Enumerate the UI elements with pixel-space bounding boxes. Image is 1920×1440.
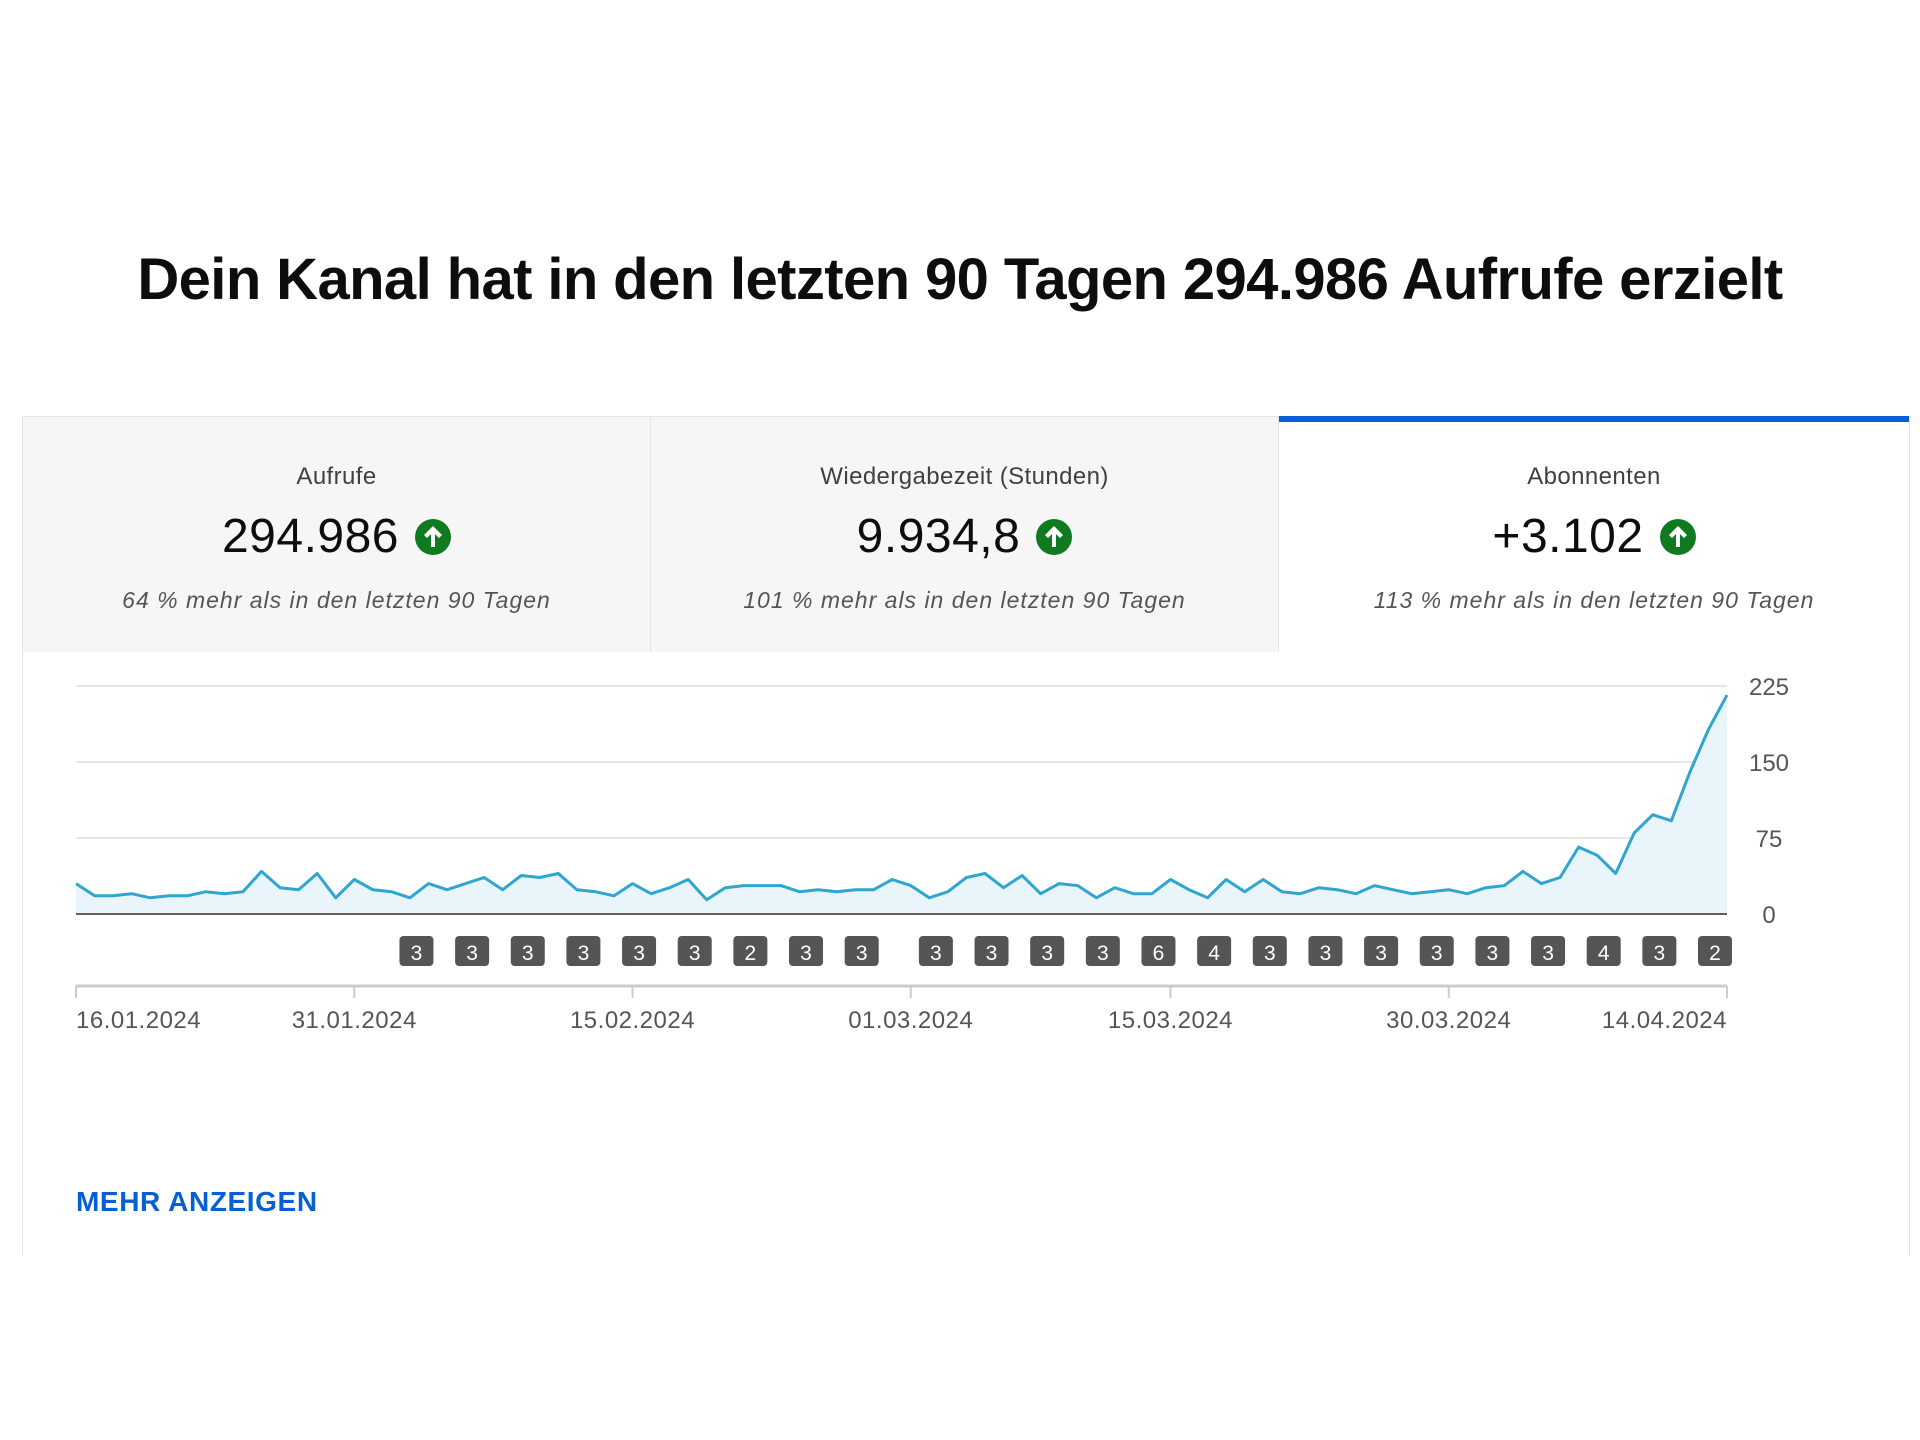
video-marker: [1141, 936, 1176, 966]
y-tick-label: 150: [1749, 750, 1789, 777]
tab-value: 294.986: [221, 510, 399, 563]
tab-value-row: 9.934,8: [651, 505, 1278, 569]
video-marker: [1698, 936, 1732, 966]
y-tick-label: 225: [1749, 674, 1789, 701]
video-marker-label: 3: [1097, 942, 1109, 965]
video-marker-label: 3: [411, 942, 423, 965]
x-tick-label: 14.04.2024: [1602, 1007, 1727, 1034]
video-marker: [789, 936, 824, 966]
video-marker-label: 3: [1487, 942, 1499, 965]
video-marker-label: 3: [578, 942, 590, 965]
tab-aufrufe[interactable]: Aufrufe 294.986 64 % mehr als in den let…: [23, 416, 651, 652]
video-marker: [566, 936, 601, 966]
video-marker-label: 3: [466, 942, 478, 965]
y-tick-label: 75: [1756, 826, 1783, 853]
subscribers-chart: 0 75 150 225 3 3 3 3 3 3 2 3 3 3 3 3 3 6 4 3 3 3 3 3 3 4 3 2 16.01.2…: [75, 674, 1789, 1034]
page-headline: Dein Kanal hat in den letzten 90 Tagen 2…: [137, 247, 1783, 312]
tab-comparison: 113 % mehr als in den letzten 90 Tagen: [1373, 587, 1815, 613]
tab-wiedergabezeit[interactable]: Wiedergabezeit (Stunden) 9.934,8 101 % m…: [651, 416, 1279, 652]
tab-value: 9.934,8: [856, 510, 1021, 563]
series-line: [75, 694, 1729, 902]
video-marker: [844, 936, 879, 966]
video-marker: [455, 936, 490, 966]
tab-label: Wiedergabezeit (Stunden): [820, 463, 1109, 490]
video-marker: [974, 936, 1009, 966]
video-marker-label: 3: [1375, 942, 1387, 965]
video-marker: [1308, 936, 1343, 966]
tab-label: Aufrufe: [296, 463, 377, 490]
video-marker: [1197, 936, 1232, 966]
tab-value-row: 294.986: [23, 505, 650, 569]
metric-tabs: Aufrufe 294.986 64 % mehr als in den let…: [23, 416, 1909, 652]
video-marker: [918, 936, 953, 966]
video-marker: [1364, 936, 1399, 966]
video-marker: [1085, 936, 1120, 966]
x-tick-label: 16.01.2024: [76, 1007, 201, 1034]
analytics-card: Aufrufe 294.986 64 % mehr als in den let…: [22, 416, 1910, 1256]
video-marker-label: 3: [1320, 942, 1332, 965]
x-tick-label: 01.03.2024: [848, 1007, 973, 1034]
video-marker-label: 3: [800, 942, 812, 965]
tab-value: +3.102: [1492, 510, 1644, 563]
arrow-up-circle-icon: [415, 519, 451, 555]
video-marker-label: 3: [986, 942, 998, 965]
video-marker: [1252, 936, 1287, 966]
video-marker-label: 6: [1153, 942, 1165, 965]
x-tick-label: 31.01.2024: [292, 1007, 417, 1034]
arrow-up-circle-icon: [1036, 519, 1073, 555]
video-marker-label: 3: [1041, 942, 1053, 965]
arrow-up-circle-icon: [1659, 519, 1696, 555]
y-tick-label: 0: [1762, 902, 1775, 929]
video-marker: [1030, 936, 1065, 966]
video-marker: [510, 936, 545, 966]
video-marker-label: 3: [930, 942, 942, 965]
tab-label: Abonnenten: [1527, 463, 1661, 490]
tab-comparison: 64 % mehr als in den letzten 90 Tagen: [122, 587, 551, 613]
video-marker: [677, 936, 712, 966]
x-tick-label: 15.03.2024: [1108, 1007, 1233, 1034]
video-marker-label: 3: [1431, 942, 1443, 965]
video-marker-label: 4: [1208, 942, 1220, 965]
video-marker-label: 4: [1598, 942, 1610, 965]
video-marker-label: 3: [1654, 942, 1666, 965]
video-marker: [1642, 936, 1677, 966]
video-marker-label: 2: [1709, 942, 1721, 965]
video-marker-label: 3: [633, 942, 645, 965]
video-marker: [733, 936, 768, 966]
video-marker: [1531, 936, 1566, 966]
video-marker-label: 3: [689, 942, 701, 965]
x-tick-label: 15.02.2024: [570, 1007, 695, 1034]
tab-abonnenten[interactable]: Abonnenten +3.102 113 % mehr als in den …: [1279, 416, 1909, 652]
video-marker-label: 3: [856, 942, 868, 965]
video-marker-label: 3: [522, 942, 534, 965]
video-marker: [399, 936, 434, 966]
video-marker-label: 2: [745, 942, 757, 965]
show-more-link[interactable]: MEHR ANZEIGEN: [76, 1186, 318, 1217]
video-marker: [1419, 936, 1454, 966]
x-tick-label: 30.03.2024: [1386, 1007, 1511, 1034]
video-marker-label: 3: [1542, 942, 1554, 965]
video-marker: [1475, 936, 1510, 966]
video-marker: [622, 936, 657, 966]
tab-comparison: 101 % mehr als in den letzten 90 Tagen: [743, 587, 1186, 613]
video-marker: [1586, 936, 1621, 966]
tab-value-row: +3.102: [1279, 505, 1909, 569]
video-marker-label: 3: [1264, 942, 1276, 965]
